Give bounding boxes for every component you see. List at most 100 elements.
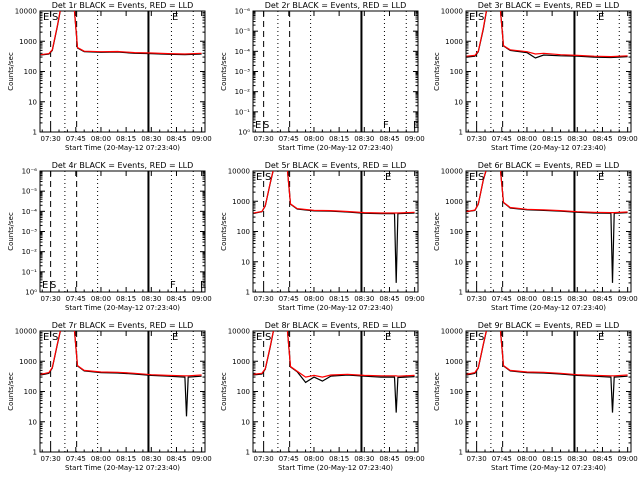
panel-title: Det 2r BLACK = Events, RED = LLD xyxy=(265,1,407,10)
y-tick-label: 1000 xyxy=(445,198,463,206)
panel-det-5: Det 5r BLACK = Events, RED = LLD 1 10 100 10… xyxy=(220,161,425,312)
marker-e: E xyxy=(172,332,178,343)
x-tick-label: 07:45 xyxy=(279,455,299,463)
panel-det-3: Det 3r BLACK = Events, RED = LLD 1 10 100 10… xyxy=(433,1,638,152)
x-tick-label: 07:45 xyxy=(279,135,299,143)
y-tick-label: 10⁰ xyxy=(238,129,250,137)
panel-det-7: Det 7r BLACK = Events, RED = LLD 1 10 100 10… xyxy=(7,321,212,472)
y-tick-label: 1000 xyxy=(445,358,463,366)
x-tick-label: 08:45 xyxy=(166,135,186,143)
x-tick-label: 07:45 xyxy=(66,455,86,463)
x-tick-label: 07:30 xyxy=(41,295,61,303)
series-lld-line xyxy=(40,11,202,56)
marker-e: E xyxy=(172,12,178,23)
marker-e: E xyxy=(256,172,262,183)
panel-title: Det 3r BLACK = Events, RED = LLD xyxy=(478,1,620,10)
x-tick-label: 08:00 xyxy=(91,295,111,303)
x-tick-label: 08:15 xyxy=(329,455,349,463)
x-tick-label: 08:45 xyxy=(166,455,186,463)
marker-e: E xyxy=(385,172,391,183)
marker-e: E xyxy=(598,12,604,23)
x-tick-label: 08:45 xyxy=(166,295,186,303)
y-tick-label: 1 xyxy=(246,289,250,297)
x-axis-label: Start Time (20-May-12 07:23:40) xyxy=(491,304,606,312)
panel-det-4: Det 4r BLACK = Events, RED = LLD 10⁰ 10⁻¹ 1… xyxy=(7,161,212,312)
x-tick-label: 08:15 xyxy=(542,295,562,303)
y-axis-label: Counts/sec xyxy=(7,52,15,91)
x-tick-label: 07:30 xyxy=(254,455,274,463)
y-tick-label: 1 xyxy=(33,129,37,137)
x-tick-label: 08:45 xyxy=(592,455,612,463)
x-tick-label: 08:15 xyxy=(116,455,136,463)
x-tick-label: 09:00 xyxy=(192,295,212,303)
x-tick-label: 09:00 xyxy=(618,455,638,463)
y-tick-label: 10⁻¹ xyxy=(22,268,38,276)
y-axis-label: Counts/sec xyxy=(7,212,15,251)
x-tick-label: 08:00 xyxy=(304,135,324,143)
y-tick-label: 1 xyxy=(459,289,463,297)
x-tick-label: 09:00 xyxy=(405,135,425,143)
x-tick-label: 07:45 xyxy=(492,455,512,463)
x-tick-label: 09:00 xyxy=(405,455,425,463)
marker-f: F xyxy=(170,280,176,291)
series-lld-line xyxy=(253,331,415,378)
x-tick-label: 08:15 xyxy=(329,295,349,303)
y-tick-label: 10⁻³ xyxy=(22,228,38,236)
y-tick-label: 10⁻⁵ xyxy=(235,28,251,36)
marker-f: F xyxy=(383,120,389,131)
y-tick-label: 1 xyxy=(459,129,463,137)
y-tick-label: 10⁻² xyxy=(235,88,251,96)
y-tick-label: 1000 xyxy=(232,198,250,206)
marker-e: E xyxy=(255,120,261,131)
x-tick-label: 07:30 xyxy=(254,295,274,303)
y-tick-label: 10000 xyxy=(441,328,463,336)
y-tick-label: 10⁻¹ xyxy=(235,108,251,116)
marker-e: E xyxy=(200,280,206,291)
marker-e: E xyxy=(385,332,391,343)
x-tick-label: 08:30 xyxy=(567,455,587,463)
panel-title: Det 4r BLACK = Events, RED = LLD xyxy=(52,161,194,170)
y-tick-label: 10⁻⁴ xyxy=(22,208,38,216)
panel-det-1: Det 1r BLACK = Events, RED = LLD 1 10 100 10… xyxy=(7,1,212,152)
x-tick-label: 08:15 xyxy=(329,135,349,143)
marker-s: S xyxy=(263,120,269,131)
x-axis-label: Start Time (20-May-12 07:23:40) xyxy=(491,464,606,472)
y-axis-label: Counts/sec xyxy=(433,212,441,251)
x-axis-label: Start Time (20-May-12 07:23:40) xyxy=(65,304,180,312)
y-tick-label: 10⁻⁵ xyxy=(22,188,38,196)
y-tick-label: 100 xyxy=(237,388,250,396)
y-axis-label: Counts/sec xyxy=(433,52,441,91)
series-lld-line xyxy=(40,331,202,377)
marker-e: E xyxy=(256,332,262,343)
x-tick-label: 09:00 xyxy=(618,295,638,303)
x-tick-label: 08:45 xyxy=(592,295,612,303)
marker-e: E xyxy=(598,332,604,343)
series-events-line xyxy=(253,171,415,283)
x-axis-label: Start Time (20-May-12 07:23:40) xyxy=(65,144,180,152)
y-axis-label: Counts/sec xyxy=(220,372,228,411)
y-tick-label: 1000 xyxy=(19,38,37,46)
y-tick-label: 10⁻³ xyxy=(235,68,251,76)
marker-s: S xyxy=(265,172,271,183)
panel-det-2: Det 2r BLACK = Events, RED = LLD 10⁰ 10⁻¹ 1… xyxy=(220,1,425,152)
x-tick-label: 08:45 xyxy=(592,135,612,143)
x-tick-label: 08:30 xyxy=(141,295,161,303)
y-tick-label: 100 xyxy=(450,68,463,76)
series-lld-line xyxy=(466,331,628,377)
y-tick-label: 10⁻⁶ xyxy=(235,8,251,16)
x-tick-label: 07:30 xyxy=(41,135,61,143)
x-tick-label: 07:30 xyxy=(254,135,274,143)
marker-e: E xyxy=(42,280,48,291)
panel-det-9: Det 9r BLACK = Events, RED = LLD 1 10 100 10… xyxy=(433,321,638,472)
x-tick-label: 07:45 xyxy=(492,295,512,303)
series-lld-line xyxy=(466,11,628,58)
marker-s: S xyxy=(478,332,484,343)
marker-e: E xyxy=(469,172,475,183)
y-tick-label: 10 xyxy=(28,418,37,426)
marker-s: S xyxy=(478,12,484,23)
x-tick-label: 07:45 xyxy=(279,295,299,303)
x-tick-label: 07:45 xyxy=(66,295,86,303)
panel-title: Det 1r BLACK = Events, RED = LLD xyxy=(52,1,194,10)
x-tick-label: 08:45 xyxy=(379,295,399,303)
y-tick-label: 10 xyxy=(28,98,37,106)
